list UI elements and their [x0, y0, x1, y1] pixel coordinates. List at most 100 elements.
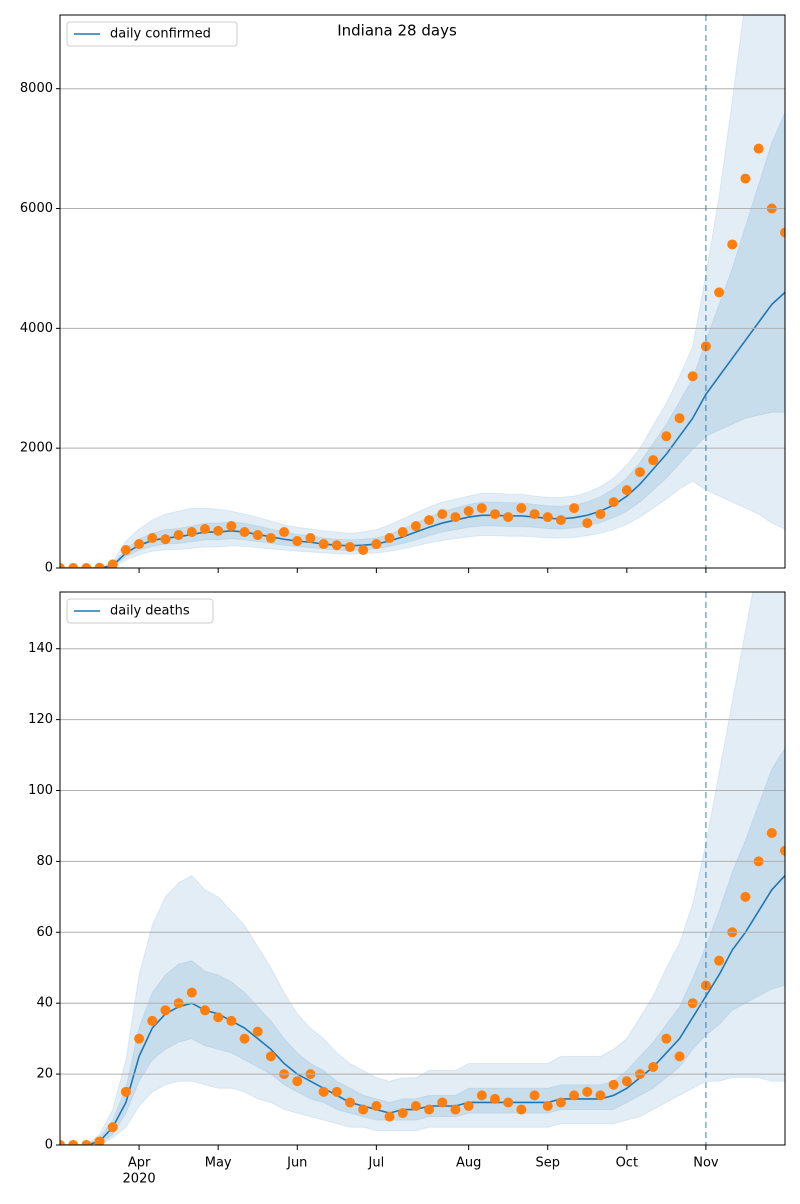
legend-label: daily confirmed	[110, 27, 211, 42]
observed-point	[424, 515, 435, 526]
x-tick-label: Aug	[456, 1156, 481, 1171]
observed-point	[358, 545, 369, 556]
observed-point	[60, 1140, 65, 1145]
observed-point	[160, 534, 171, 545]
observed-point	[384, 533, 395, 544]
y-tick-label: 80	[36, 854, 53, 869]
y-tick-label: 4000	[20, 321, 53, 336]
observed-point	[107, 1122, 118, 1133]
observed-point	[608, 497, 619, 508]
observed-point	[331, 1086, 342, 1097]
observed-point	[766, 828, 777, 839]
observed-point	[621, 1076, 632, 1087]
observed-point	[740, 891, 751, 902]
observed-point	[384, 1111, 395, 1122]
observed-point	[239, 527, 250, 538]
legend-box	[66, 598, 214, 624]
observed-point	[94, 562, 105, 568]
observed-point	[608, 1079, 619, 1090]
y-tick-label: 8000	[20, 81, 53, 96]
chart-title: Indiana 28 days	[337, 22, 457, 40]
observed-point	[661, 431, 672, 442]
observed-point	[410, 521, 421, 532]
legend: daily confirmed	[66, 21, 238, 47]
axes-frame	[59, 591, 786, 1146]
observed-point	[120, 1086, 131, 1097]
observed-point	[226, 1015, 237, 1026]
observed-point	[68, 563, 79, 568]
x-tick-label: May	[205, 1156, 232, 1171]
observed-point	[318, 1086, 329, 1097]
observed-point	[490, 509, 500, 520]
y-tick-label: 60	[36, 925, 53, 940]
observed-point	[134, 1033, 145, 1044]
observed-point	[371, 1101, 382, 1112]
observed-point	[780, 845, 785, 856]
observed-point	[437, 509, 448, 520]
observed-point	[476, 503, 487, 514]
observed-point	[147, 1015, 158, 1026]
observed-point	[516, 503, 527, 514]
y-tick-label: 100	[28, 783, 53, 798]
observed-point	[292, 1076, 303, 1087]
observed-point	[345, 1097, 355, 1108]
observed-point	[714, 955, 725, 966]
observed-point	[120, 545, 131, 556]
observed-point	[345, 542, 355, 553]
observed-point	[569, 503, 580, 514]
observed-point	[358, 1104, 369, 1115]
axes-frame	[59, 14, 786, 569]
x-year-label: 2020	[123, 1172, 156, 1187]
x-tick-label: Apr	[128, 1156, 151, 1171]
observed-point	[661, 1033, 672, 1044]
plot-area	[60, 15, 785, 568]
observed-point	[595, 1090, 606, 1101]
observed-point	[555, 515, 566, 526]
observed-point	[674, 1051, 685, 1062]
observed-point	[529, 1090, 540, 1101]
x-tick-label: Nov	[693, 1156, 719, 1171]
observed-point	[450, 1104, 461, 1115]
observed-point	[397, 1108, 408, 1119]
observed-point	[60, 563, 65, 568]
observed-point	[147, 533, 158, 544]
observed-point	[186, 987, 197, 998]
observed-point	[213, 1012, 224, 1023]
observed-point	[463, 506, 474, 517]
legend-label: daily deaths	[110, 604, 190, 619]
x-tick-label: Jul	[368, 1156, 385, 1171]
observed-point	[81, 563, 92, 568]
observed-point	[490, 1093, 500, 1104]
legend: daily deaths	[66, 598, 214, 624]
observed-point	[305, 533, 316, 544]
observed-point	[542, 512, 553, 523]
observed-point	[424, 1104, 435, 1115]
uncertainty-band	[60, 112, 785, 568]
observed-point	[186, 527, 197, 538]
observed-point	[200, 524, 210, 535]
x-tick-label: Jun	[286, 1156, 307, 1171]
observed-point	[753, 143, 764, 154]
observed-point	[727, 239, 738, 250]
y-tick-label: 6000	[20, 201, 53, 216]
observed-point	[200, 1005, 210, 1016]
observed-point	[81, 1140, 92, 1145]
y-tick-label: 40	[36, 996, 53, 1011]
observed-point	[265, 533, 276, 544]
observed-point	[239, 1033, 250, 1044]
observed-point	[621, 485, 632, 496]
observed-point	[648, 1062, 659, 1073]
observed-point	[173, 530, 184, 541]
observed-point	[595, 509, 606, 520]
observed-point	[94, 1136, 105, 1145]
observed-point	[160, 1005, 171, 1016]
observed-point	[371, 539, 382, 550]
observed-point	[569, 1090, 580, 1101]
observed-point	[635, 467, 645, 478]
observed-point	[397, 527, 408, 538]
observed-point	[331, 540, 342, 551]
observed-point	[555, 1097, 566, 1108]
observed-point	[542, 1101, 553, 1112]
observed-point	[529, 509, 540, 520]
